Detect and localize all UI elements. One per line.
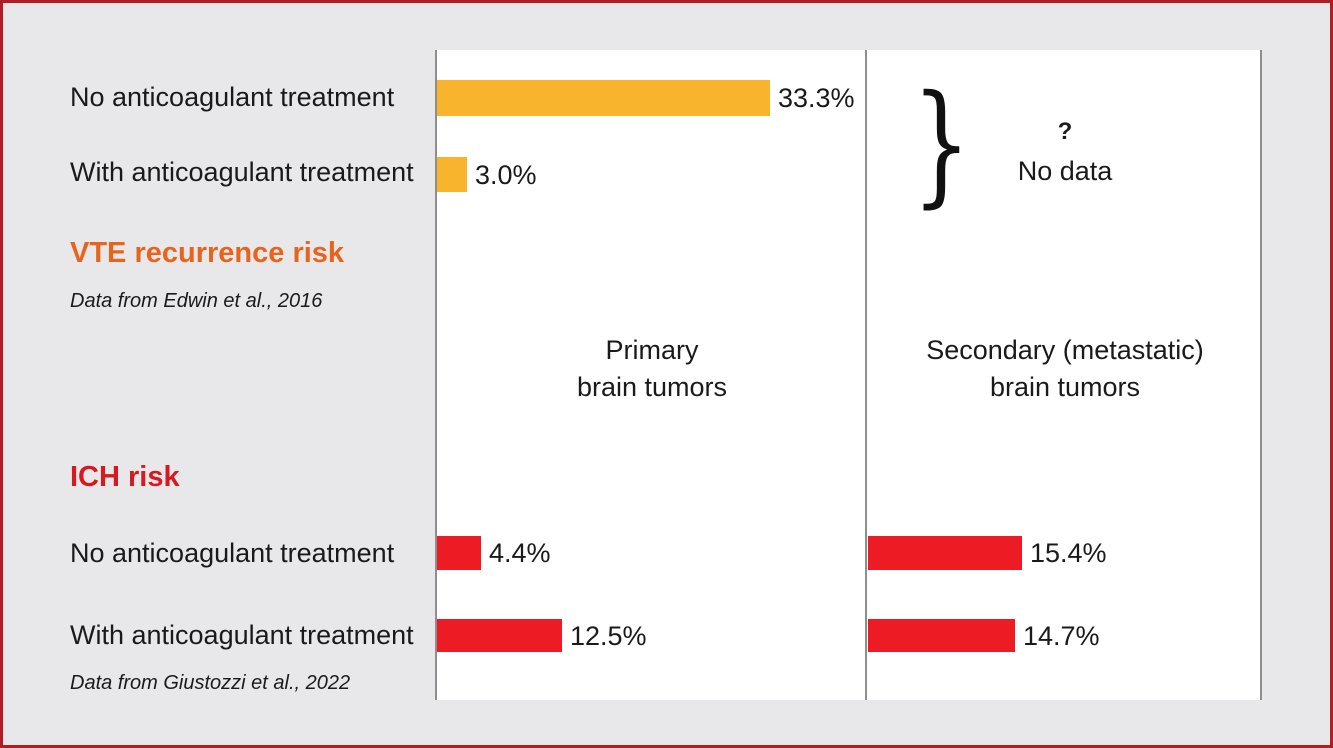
ich-row-label-no-anticoagulant: No anticoagulant treatment <box>70 538 395 568</box>
vte-bar-primary-with-anticoagulant <box>437 157 467 192</box>
ich-bar-label-primary-with-anticoagulant: 12.5% <box>570 621 647 651</box>
panel-title-primary-line2: brain tumors <box>576 372 728 402</box>
vte-bar-label-primary-with-anticoagulant: 3.0% <box>475 160 537 190</box>
vte-row-label-no-anticoagulant: No anticoagulant treatment <box>70 82 395 112</box>
panel-title-primary-line1: Primary <box>605 335 699 365</box>
panel-title-primary: Primary brain tumors <box>540 332 764 406</box>
ich-row-label-with-anticoagulant: With anticoagulant treatment <box>70 620 414 650</box>
divider-left <box>435 50 437 700</box>
vte-bar-primary-no-anticoagulant <box>437 80 770 116</box>
ich-bar-label-secondary-no-anticoagulant: 15.4% <box>1030 538 1107 568</box>
ich-bar-label-primary-no-anticoagulant: 4.4% <box>489 538 551 568</box>
vte-section-title: VTE recurrence risk <box>70 237 345 269</box>
divider-middle <box>865 50 867 700</box>
ich-source: Data from Giustozzi et al., 2022 <box>70 672 351 694</box>
vte-row-label-with-anticoagulant: With anticoagulant treatment <box>70 157 414 187</box>
panel-primary <box>436 50 866 700</box>
panel-title-secondary-line2: brain tumors <box>989 372 1141 402</box>
ich-bar-secondary-no-anticoagulant <box>868 536 1022 570</box>
vte-source: Data from Edwin et al., 2016 <box>70 290 323 312</box>
panel-title-secondary: Secondary (metastatic) brain tumors <box>920 332 1210 406</box>
vte-bar-label-primary-no-anticoagulant: 33.3% <box>778 83 855 113</box>
brace-icon: } <box>912 67 971 221</box>
divider-right <box>1260 50 1262 700</box>
ich-bar-primary-no-anticoagulant <box>437 536 481 570</box>
ich-bar-primary-with-anticoagulant <box>437 619 562 652</box>
ich-section-title: ICH risk <box>70 461 180 493</box>
ich-bar-label-secondary-with-anticoagulant: 14.7% <box>1023 621 1100 651</box>
no-data-question-mark: ? <box>1057 118 1073 145</box>
no-data-label: No data <box>1017 156 1113 186</box>
ich-bar-secondary-with-anticoagulant <box>868 619 1015 652</box>
panel-secondary <box>867 50 1261 700</box>
panel-title-secondary-line1: Secondary (metastatic) <box>926 335 1204 365</box>
